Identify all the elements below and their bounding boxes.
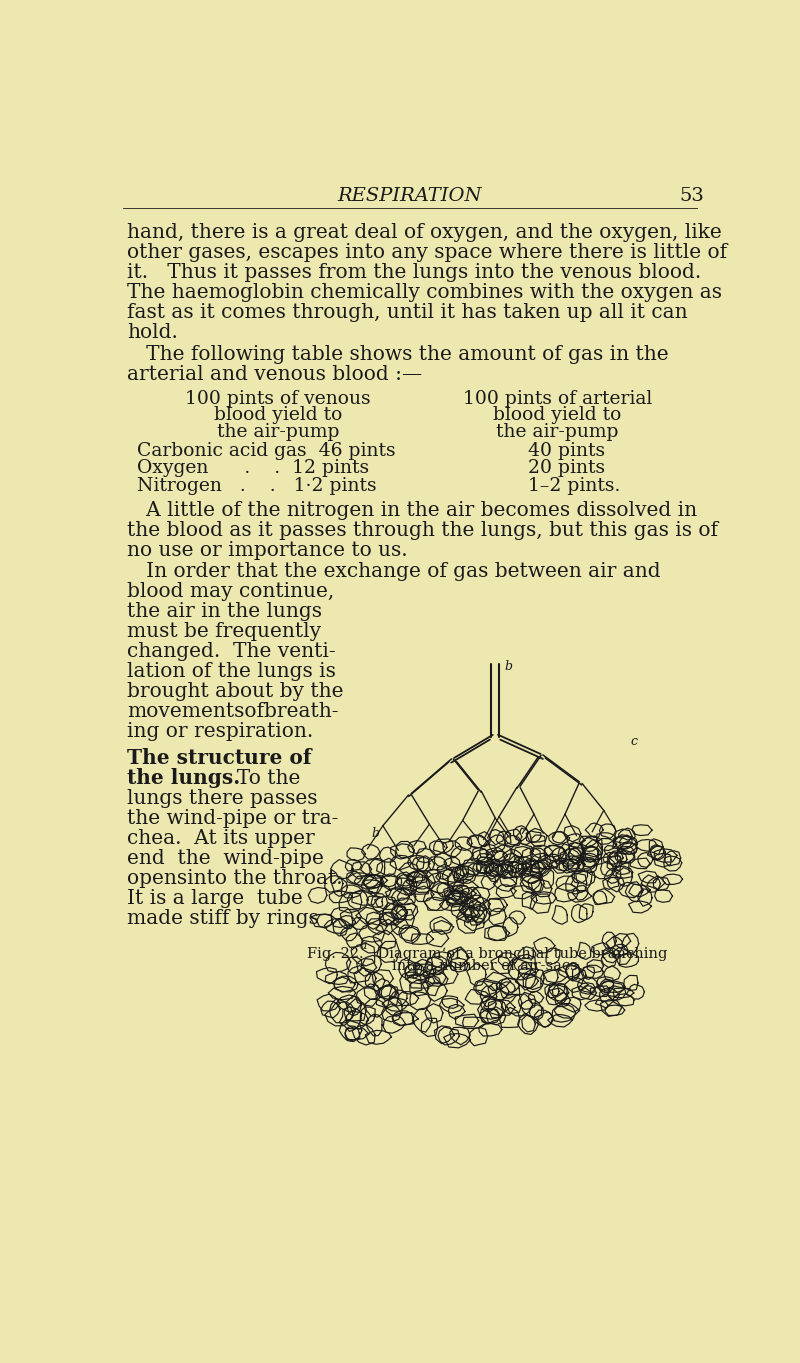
Text: Carbonic acid gas  46 pints: Carbonic acid gas 46 pints xyxy=(138,442,396,459)
Text: 100 pints of arterial: 100 pints of arterial xyxy=(462,390,652,408)
Text: movementsofbreath-: movementsofbreath- xyxy=(127,702,338,721)
Text: Nitrogen   .    .   1·2 pints: Nitrogen . . 1·2 pints xyxy=(138,477,377,495)
Text: a: a xyxy=(360,939,367,951)
Text: opensinto the throat.: opensinto the throat. xyxy=(127,868,342,887)
Text: must be frequently: must be frequently xyxy=(127,623,322,641)
Text: the wind-pipe or tra-: the wind-pipe or tra- xyxy=(127,808,338,827)
Text: made stiff by rings: made stiff by rings xyxy=(127,909,319,928)
Text: changed.  The venti-: changed. The venti- xyxy=(127,642,336,661)
Text: It is a large  tube: It is a large tube xyxy=(127,889,303,908)
Text: 20 pints: 20 pints xyxy=(528,459,605,477)
Text: b: b xyxy=(371,827,379,840)
Text: 1–2 pints.: 1–2 pints. xyxy=(528,477,620,495)
Text: the lungs.: the lungs. xyxy=(127,767,240,788)
Text: lungs there passes: lungs there passes xyxy=(127,789,318,807)
Text: end  the  wind-pipe: end the wind-pipe xyxy=(127,849,324,868)
Text: The structure of: The structure of xyxy=(127,748,312,767)
Text: blood yield to: blood yield to xyxy=(214,406,342,424)
Text: hold.: hold. xyxy=(127,323,178,342)
Text: blood may continue,: blood may continue, xyxy=(127,582,334,601)
Text: brought about by the: brought about by the xyxy=(127,683,344,702)
Text: the blood as it passes through the lungs, but this gas is of: the blood as it passes through the lungs… xyxy=(127,521,718,540)
Text: c: c xyxy=(631,735,638,747)
Text: Oxygen      .    .  12 pints: Oxygen . . 12 pints xyxy=(138,459,370,477)
Text: other gases, escapes into any space where there is little of: other gases, escapes into any space wher… xyxy=(127,244,727,263)
Text: 100 pints of venous: 100 pints of venous xyxy=(186,390,371,408)
Text: To the: To the xyxy=(224,769,300,788)
Text: A little of the nitrogen in the air becomes dissolved in: A little of the nitrogen in the air beco… xyxy=(127,500,698,519)
Text: The haemoglobin chemically combines with the oxygen as: The haemoglobin chemically combines with… xyxy=(127,284,722,303)
Text: lation of the lungs is: lation of the lungs is xyxy=(127,662,336,682)
Text: In order that the exchange of gas between air and: In order that the exchange of gas betwee… xyxy=(127,562,661,581)
Text: arterial and venous blood :—: arterial and venous blood :— xyxy=(127,365,422,384)
Text: the air-pump: the air-pump xyxy=(496,423,618,440)
Text: into a number of air-sacs.: into a number of air-sacs. xyxy=(392,960,582,973)
Text: the air-pump: the air-pump xyxy=(217,423,339,440)
Text: the air in the lungs: the air in the lungs xyxy=(127,602,322,622)
Text: 40 pints: 40 pints xyxy=(528,442,605,459)
Text: chea.  At its upper: chea. At its upper xyxy=(127,829,315,848)
Text: Fig. 22.   Diagram‘of a bronchial tube branching: Fig. 22. Diagram‘of a bronchial tube bra… xyxy=(307,946,668,961)
Text: RESPIRATION: RESPIRATION xyxy=(338,187,482,204)
Text: hand, there is a great deal of oxygen, and the oxygen, like: hand, there is a great deal of oxygen, a… xyxy=(127,224,722,243)
Text: fast as it comes through, until it has taken up all it can: fast as it comes through, until it has t… xyxy=(127,304,688,323)
Text: 53: 53 xyxy=(679,187,704,204)
Text: no use or importance to us.: no use or importance to us. xyxy=(127,541,408,560)
Text: b: b xyxy=(505,660,513,673)
Text: ing or respiration.: ing or respiration. xyxy=(127,722,314,741)
Text: blood yield to: blood yield to xyxy=(493,406,622,424)
Text: it.   Thus it passes from the lungs into the venous blood.: it. Thus it passes from the lungs into t… xyxy=(127,263,702,282)
Text: The following table shows the amount of gas in the: The following table shows the amount of … xyxy=(127,345,669,364)
